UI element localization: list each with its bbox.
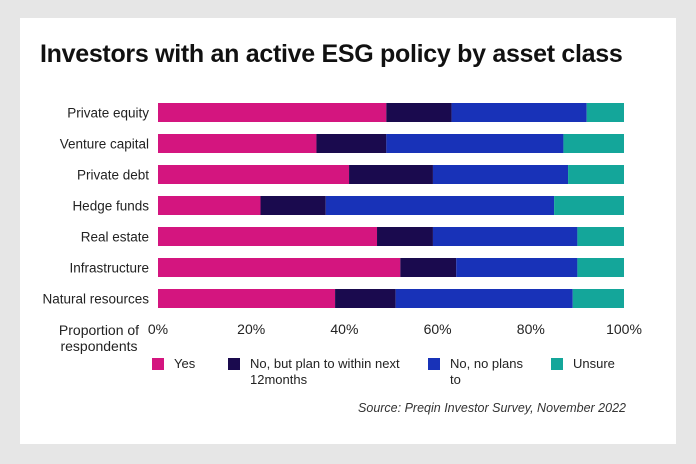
category-label: Infrastructure (69, 261, 149, 276)
bar-segment (432, 165, 569, 184)
bar-segment (158, 165, 350, 184)
bar-segment (577, 227, 624, 246)
bar-segment (158, 258, 401, 277)
x-axis-label: Proportion of respondents (58, 322, 140, 354)
legend-label-no-plans: No, no plans to (450, 356, 523, 387)
bar-segment (349, 165, 433, 184)
bar-segment (325, 196, 555, 215)
category-label: Venture capital (60, 137, 149, 152)
category-label: Hedge funds (72, 199, 149, 214)
bar-segment (554, 196, 624, 215)
bar-segment (386, 134, 564, 153)
legend-swatch-plan (228, 358, 240, 370)
bar-segment (577, 258, 624, 277)
bar-segment (432, 227, 578, 246)
x-tick-label: 100% (606, 321, 642, 337)
bar-segment (451, 103, 587, 122)
bar-segment (400, 258, 457, 277)
source-note: Source: Preqin Investor Survey, November… (358, 401, 626, 415)
bar-segment (158, 196, 261, 215)
category-label: Private equity (67, 106, 149, 121)
legend-label-yes: Yes (174, 356, 196, 371)
bar-segment (456, 258, 578, 277)
legend-label-plan: No, but plan to within next 12months (250, 356, 400, 387)
x-tick-label: 40% (330, 321, 358, 337)
legend-swatch-unsure (551, 358, 563, 370)
bar-segment (586, 103, 624, 122)
chart-title: Investors with an active ESG policy by a… (40, 40, 623, 68)
legend-swatch-yes (152, 358, 164, 370)
bar-segment (158, 134, 317, 153)
bar-segment (395, 289, 573, 308)
bar-segment (158, 103, 387, 122)
x-tick-label: 20% (237, 321, 265, 337)
x-tick-label: 60% (424, 321, 452, 337)
x-tick-label: 0% (148, 321, 168, 337)
category-label: Private debt (77, 168, 149, 183)
bar-segment (335, 289, 396, 308)
category-label: Natural resources (42, 292, 149, 307)
bar-segment (568, 165, 624, 184)
bar-segment (158, 227, 378, 246)
bar-segment (377, 227, 433, 246)
legend-label-unsure: Unsure (573, 356, 615, 371)
bar-segment (563, 134, 624, 153)
bar-segment (260, 196, 326, 215)
legend-swatch-no-plans (428, 358, 440, 370)
x-tick-label: 80% (517, 321, 545, 337)
bar-segment (316, 134, 387, 153)
category-label: Real estate (81, 230, 149, 245)
bar-segment (386, 103, 452, 122)
bar-segment (158, 289, 336, 308)
bar-segment (572, 289, 624, 308)
